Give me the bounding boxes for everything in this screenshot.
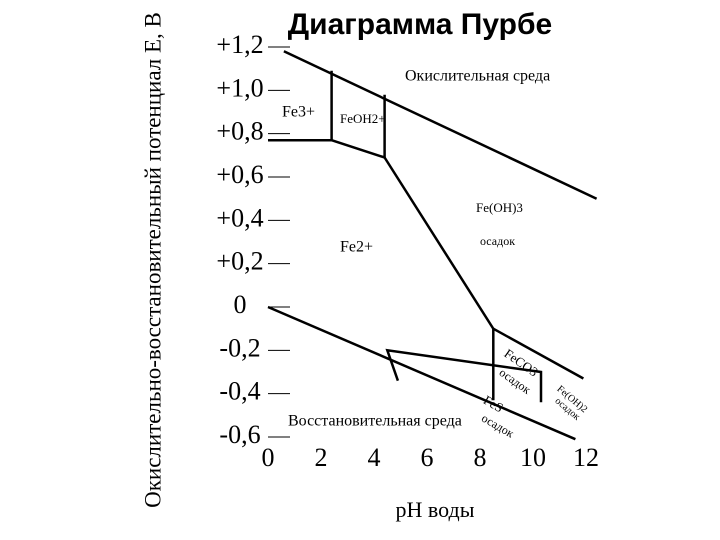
- boundary-line: [385, 348, 543, 403]
- region-label: осадок: [479, 411, 516, 441]
- y-tick-label: -0,2: [219, 333, 260, 362]
- y-tick-label: +0,4: [216, 203, 263, 232]
- x-tick-label: 10: [520, 443, 546, 472]
- x-tick-label: 12: [573, 443, 599, 472]
- boundary-line: [492, 327, 585, 380]
- region-label: Восстановительная среда: [288, 413, 462, 430]
- y-tick-label: +0,8: [216, 117, 263, 146]
- y-tick-label: 0: [234, 290, 247, 319]
- region-label: Окислительная среда: [405, 68, 550, 85]
- y-tick-label: +0,6: [216, 160, 263, 189]
- x-axis-label: pH воды: [396, 497, 475, 522]
- region-label: FeOH2+: [340, 111, 386, 126]
- y-tick-label: +0,2: [216, 247, 263, 276]
- boundary-line: [283, 50, 598, 200]
- x-tick-label: 6: [421, 443, 434, 472]
- y-tick-label: +1,2: [216, 30, 263, 59]
- region-label: Fe3+: [282, 104, 315, 121]
- y-tick-label: +1,0: [216, 73, 263, 102]
- boundary-line: [331, 94, 386, 160]
- x-tick-label: 0: [262, 443, 275, 472]
- x-tick-label: 4: [368, 443, 381, 472]
- x-tick-label: 8: [474, 443, 487, 472]
- region-label: Fe2+: [340, 239, 373, 256]
- y-tick-label: -0,4: [219, 377, 260, 406]
- y-tick-label: -0,6: [219, 420, 260, 449]
- region-label: Fe(OH)3: [476, 200, 523, 215]
- x-tick-label: 2: [315, 443, 328, 472]
- boundary-line: [267, 305, 576, 441]
- region-label: осадок: [480, 234, 515, 248]
- y-axis-label: Окислительно-восстановительный потенциал…: [140, 12, 165, 508]
- chart-title: Диаграмма Пурбе: [288, 8, 552, 41]
